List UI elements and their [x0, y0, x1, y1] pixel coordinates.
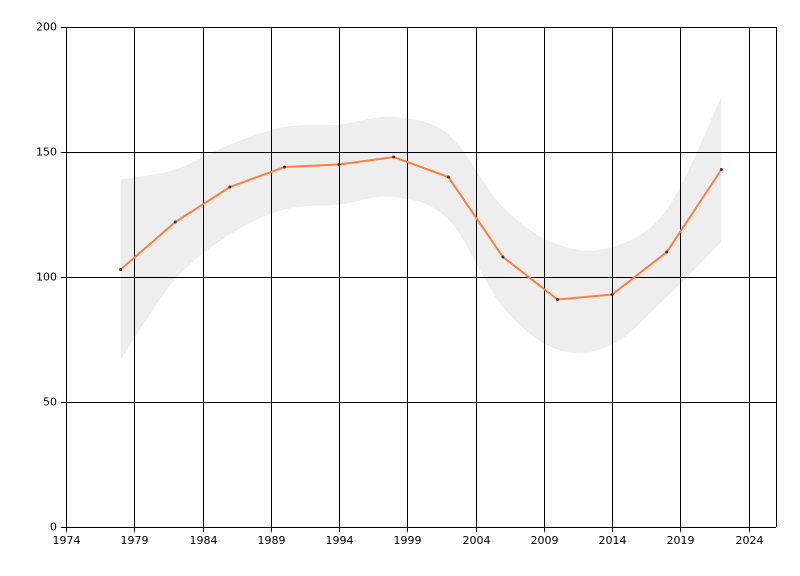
- data-point: [665, 250, 669, 254]
- x-tick-label: 2019: [667, 534, 695, 547]
- data-point: [337, 163, 341, 166]
- x-tick-label: 2004: [463, 534, 491, 547]
- y-tick-label: 0: [50, 521, 57, 534]
- x-tick-label: 1989: [258, 534, 286, 547]
- data-point: [610, 293, 614, 296]
- data-point: [392, 155, 396, 159]
- y-tick-label: 200: [36, 21, 57, 34]
- x-tick-label: 1999: [394, 534, 422, 547]
- data-line: [119, 155, 723, 301]
- data-point: [556, 298, 560, 301]
- data-point: [282, 165, 286, 169]
- data-point: [228, 185, 232, 189]
- data-point: [173, 220, 177, 224]
- x-tick-label: 1979: [121, 534, 149, 547]
- data-point: [446, 175, 450, 179]
- y-tick-label: 50: [43, 396, 57, 409]
- x-tick-label: 2024: [736, 534, 764, 547]
- x-tick-label: 1974: [53, 534, 81, 547]
- data-point: [119, 268, 123, 271]
- data-point: [719, 168, 723, 171]
- x-tick-label: 1994: [326, 534, 354, 547]
- data-point: [501, 255, 505, 259]
- confidence-band: [120, 97, 722, 360]
- y-tick-label: 100: [36, 271, 57, 284]
- x-tick-label: 1984: [190, 534, 218, 547]
- y-tick-label: 150: [36, 146, 57, 159]
- x-tick-label: 2014: [599, 534, 627, 547]
- x-tick-label: 2009: [531, 534, 559, 547]
